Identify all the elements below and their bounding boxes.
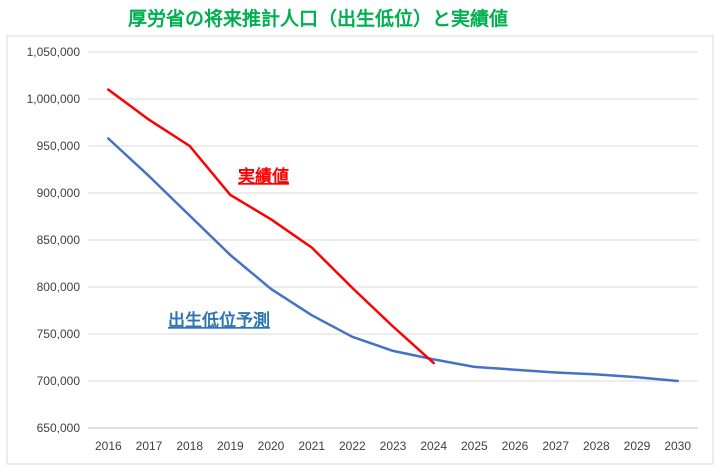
- series-label-low-projection: 出生低位予測: [168, 310, 270, 331]
- series-label-actual: 実績値: [238, 166, 289, 187]
- x-tick-label: 2016: [95, 439, 122, 453]
- y-tick-label: 1,000,000: [27, 92, 81, 106]
- x-tick-label: 2029: [624, 439, 651, 453]
- x-tick-label: 2020: [258, 439, 285, 453]
- x-tick-label: 2027: [542, 439, 569, 453]
- x-tick-label: 2022: [339, 439, 366, 453]
- chart-title: 厚労省の将来推計人口（出生低位）と実績値: [128, 7, 508, 30]
- x-tick-label: 2018: [176, 439, 203, 453]
- series-line: [107, 137, 679, 383]
- y-tick-label: 900,000: [37, 186, 81, 200]
- x-tick-label: 2023: [380, 439, 407, 453]
- y-tick-label: 700,000: [37, 374, 81, 388]
- y-tick-label: 1,050,000: [27, 45, 81, 59]
- series-group: [107, 88, 679, 383]
- x-tick-label: 2024: [420, 439, 447, 453]
- x-tick-label: 2019: [217, 439, 244, 453]
- y-tick-label: 950,000: [37, 139, 81, 153]
- y-axis-ticks: 650,000 700,000 750,000 800,000 850,000 900,0…: [27, 45, 81, 435]
- x-tick-label: 2021: [298, 439, 325, 453]
- x-tick-label: 2017: [136, 439, 163, 453]
- x-tick-label: 2028: [583, 439, 610, 453]
- y-tick-label: 650,000: [37, 421, 81, 435]
- x-tick-label: 2026: [502, 439, 529, 453]
- x-tick-label: 2030: [664, 439, 691, 453]
- y-tick-label: 750,000: [37, 327, 81, 341]
- chart-area-border: [6, 35, 714, 465]
- y-tick-label: 800,000: [37, 280, 81, 294]
- series-line: [107, 88, 435, 365]
- x-tick-label: 2025: [461, 439, 488, 453]
- y-tick-label: 850,000: [37, 233, 81, 247]
- x-axis-ticks: 2016 2017 2018 2019 2020 2021 2022 2023 2024 2025…: [95, 439, 691, 453]
